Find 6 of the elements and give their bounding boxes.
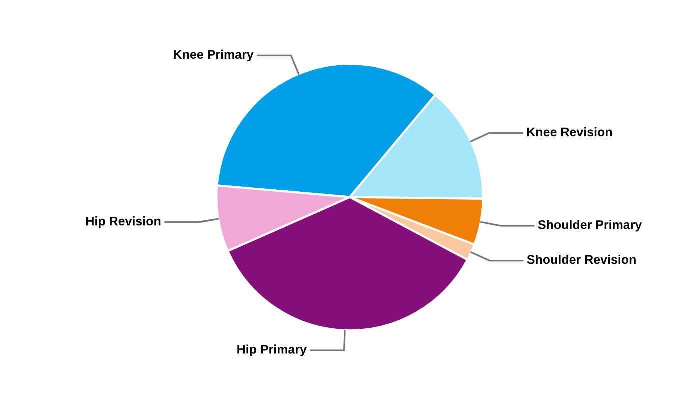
slice-label: Shoulder Revision: [527, 254, 636, 264]
slice-label: Shoulder Primary: [538, 220, 642, 232]
slice-label: Hip Revision: [86, 216, 161, 228]
slice-label: Knee Primary: [174, 50, 254, 62]
slice-label: Hip Primary: [238, 344, 307, 356]
slice-label: Knee Revision: [527, 127, 612, 137]
